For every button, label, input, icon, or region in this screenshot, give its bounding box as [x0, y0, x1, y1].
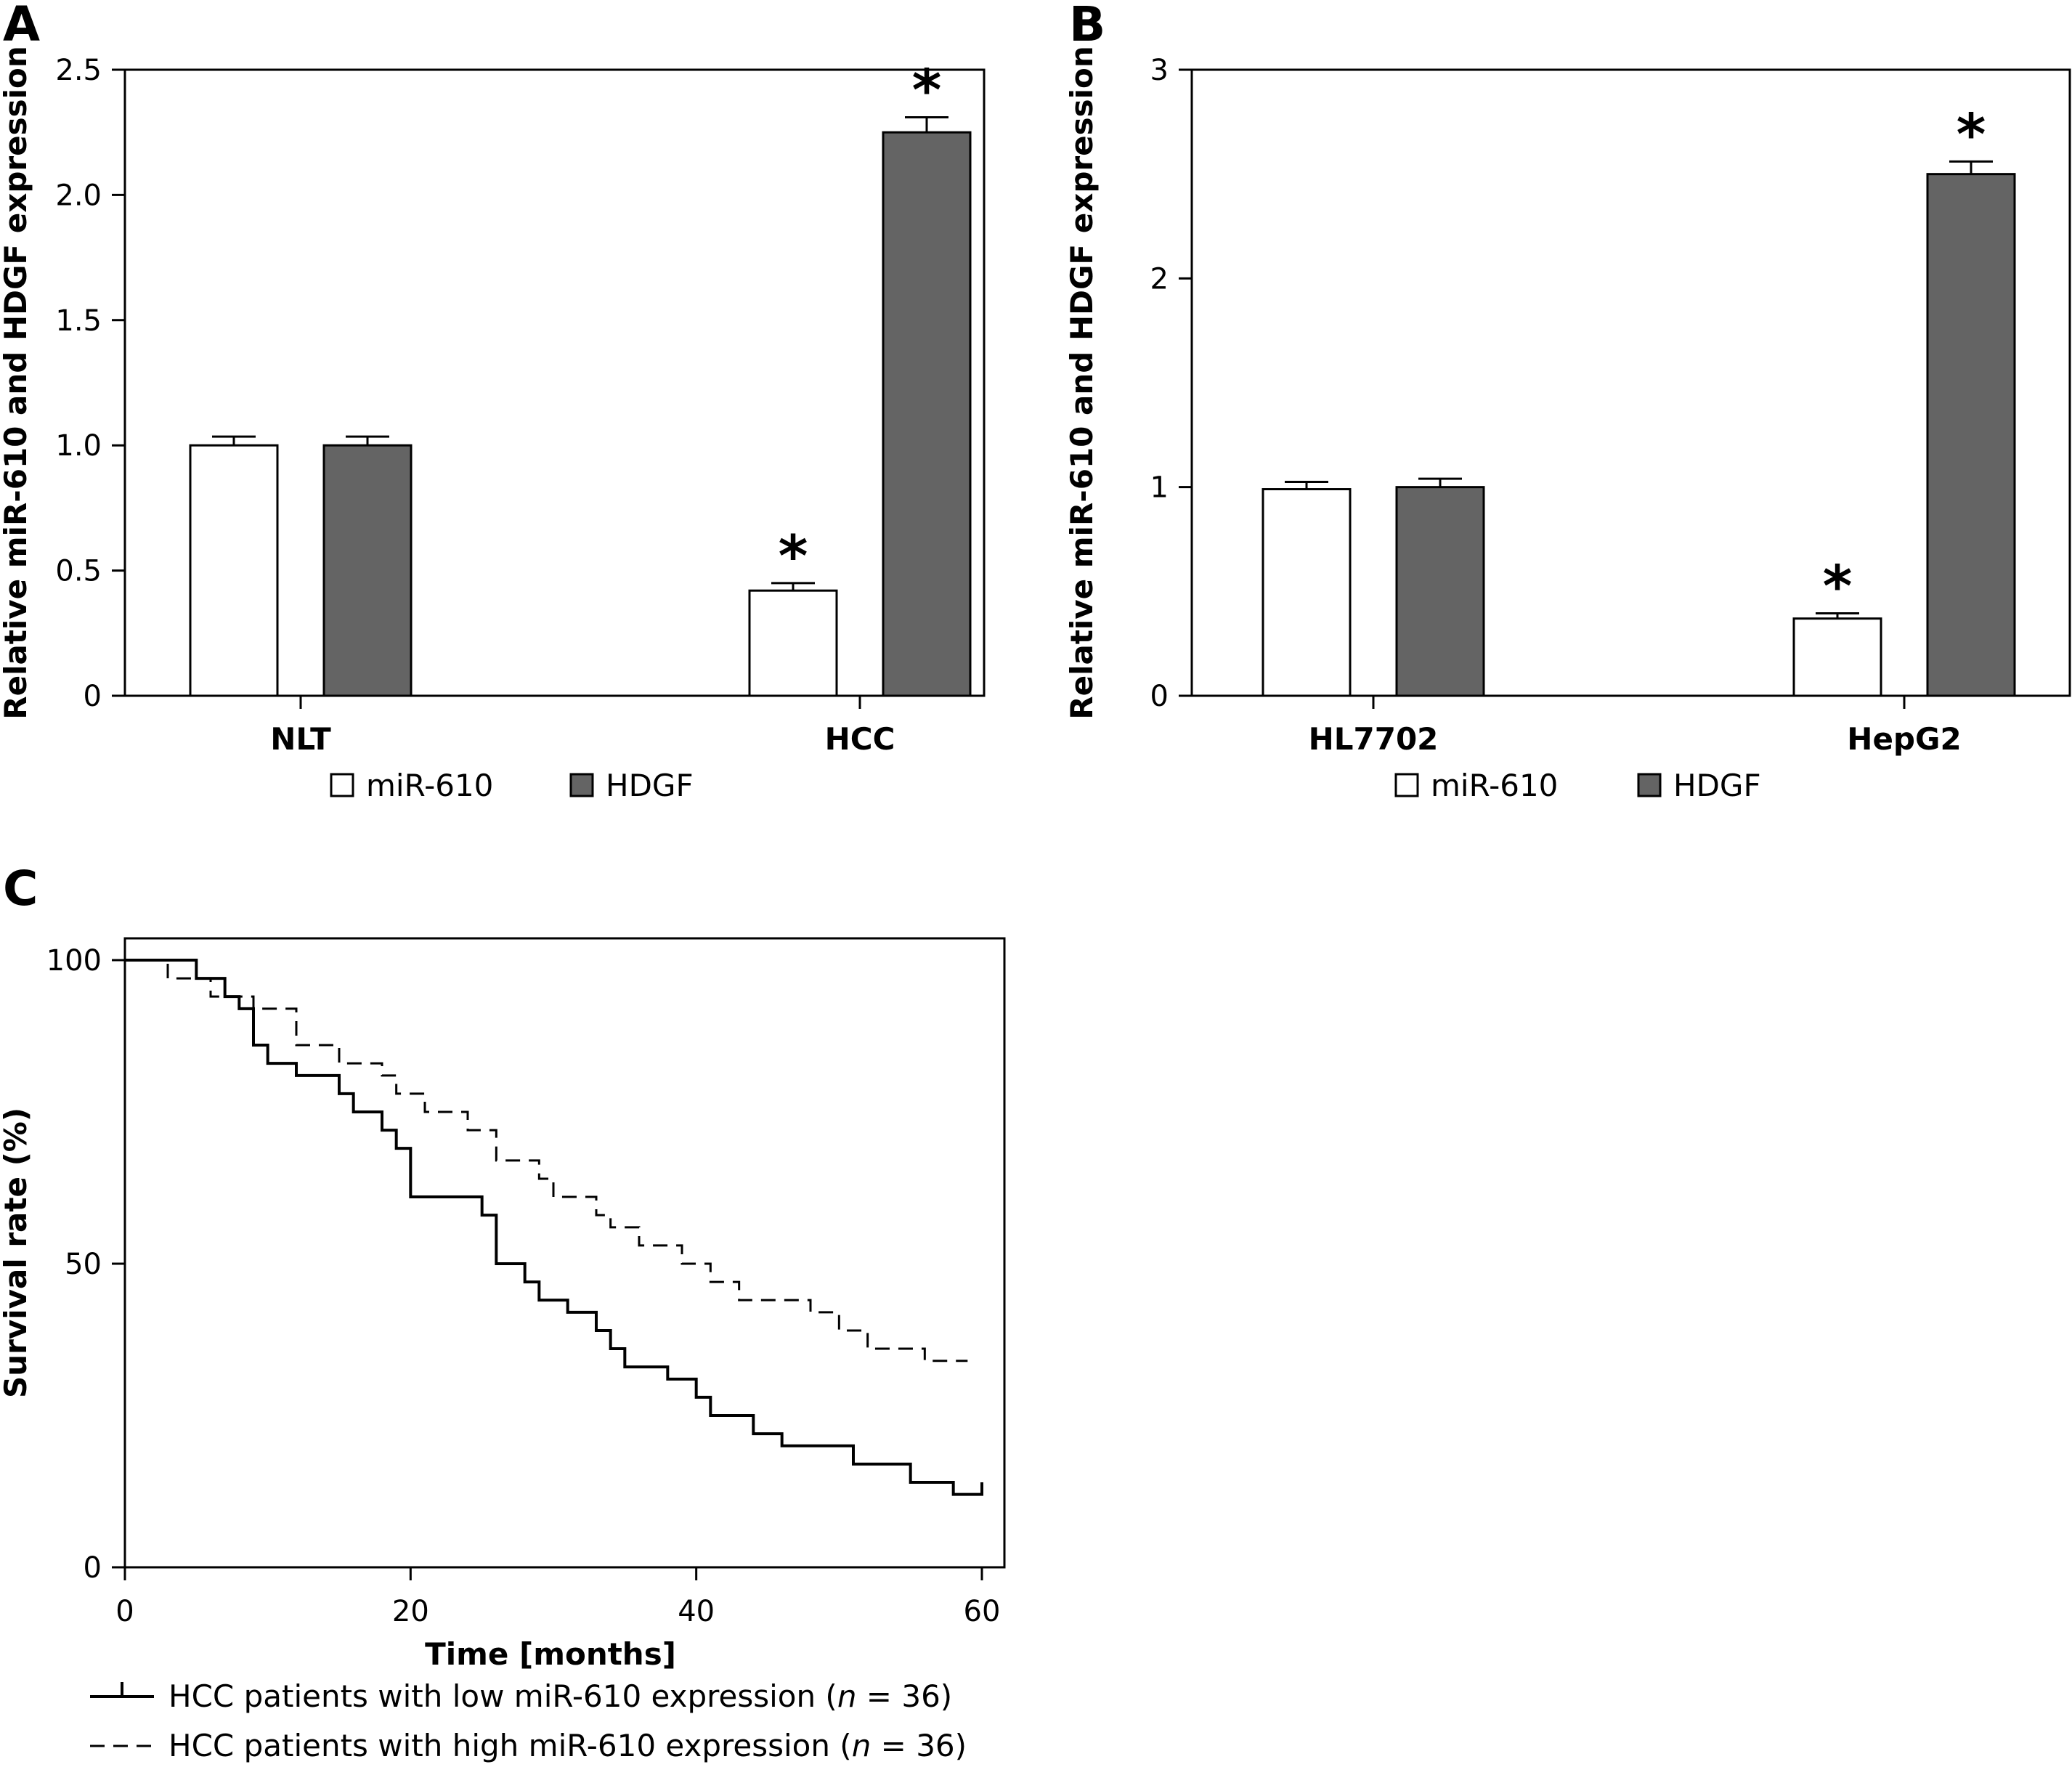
bar [882, 131, 972, 697]
x-axis-label: Time [months] [425, 1636, 676, 1672]
legend-swatch [569, 773, 594, 797]
y-tick-label: 2.0 [55, 179, 102, 212]
x-tick-label: 0 [115, 1595, 134, 1628]
x-tick-label: 40 [678, 1595, 715, 1628]
bar [322, 444, 413, 697]
y-tick-label: 0 [84, 1551, 102, 1585]
legend-swatch [1637, 773, 1662, 797]
y-tick-label: 1.5 [55, 304, 102, 338]
legend-label: miR-610 [366, 768, 493, 803]
legend-label: HDGF [1673, 768, 1761, 803]
bar [1926, 173, 2016, 697]
plot-frame [123, 68, 986, 697]
bar [1262, 488, 1352, 697]
panel-label: A [3, 0, 40, 52]
y-axis-label: Relative miR-610 and HDGF expression [0, 46, 33, 719]
legend-label-prefix: HCC patients with high miR-610 expressio… [168, 1728, 852, 1763]
x-tick-label: 60 [964, 1595, 1001, 1628]
survival-curve-high [125, 959, 968, 1362]
y-tick-label: 0 [84, 680, 102, 713]
significance-star: * [1823, 555, 1853, 620]
legend-label-suffix: = 36) [871, 1728, 967, 1763]
legend-label-n: n [837, 1678, 857, 1714]
bar [1792, 617, 1882, 697]
y-tick-label: 3 [1150, 54, 1169, 87]
y-axis-label: Survival rate (%) [0, 1108, 33, 1398]
y-tick-label: 2 [1150, 262, 1169, 296]
category-label: HCC [825, 721, 895, 757]
y-tick-label: 100 [46, 944, 102, 978]
panel-b-bar-chart: B 0 1 2 3 Relative miR-610 and HDGF expressio… [1064, 0, 2071, 803]
y-axis-label: Relative miR-610 and HDGF expression [1064, 46, 1100, 719]
panel-label: B [1069, 0, 1105, 52]
y-tick-label: 50 [65, 1248, 102, 1281]
category-label: HL7702 [1309, 721, 1439, 757]
panel-label: C [3, 861, 38, 917]
panel-c-survival-chart: C 0 50 100 0 20 40 60 Survival rate (%) Time [mon… [0, 861, 1006, 1763]
category-label: HepG2 [1847, 721, 1961, 757]
bar [1395, 486, 1485, 697]
legend-swatch [330, 773, 354, 797]
bar [189, 444, 279, 697]
significance-star: * [912, 59, 942, 124]
plot-frame [123, 937, 1006, 1569]
plot-frame [1190, 68, 2071, 697]
y-tick-label: 0 [1150, 680, 1169, 713]
legend-label: HCC patients with high miR-610 expressio… [168, 1728, 967, 1763]
legend-swatch [1394, 773, 1419, 797]
y-tick-label: 1.0 [55, 429, 102, 463]
bar [748, 589, 838, 697]
significance-star: * [779, 524, 808, 590]
panel-a-bar-chart: A 0 0.5 1.0 1.5 2.0 2.5 Relative miR-610 and HD… [0, 0, 986, 803]
legend-label-prefix: HCC patients with low miR-610 expression… [168, 1678, 837, 1714]
survival-curve-low [125, 959, 983, 1496]
x-tick-label: 20 [392, 1595, 429, 1628]
legend-label-suffix: = 36) [856, 1678, 952, 1714]
legend-label-n: n [852, 1728, 872, 1763]
significance-star: * [1957, 102, 1986, 168]
y-tick-label: 0.5 [55, 555, 102, 588]
legend-label: HCC patients with low miR-610 expression… [168, 1678, 952, 1714]
y-tick-label: 1 [1150, 471, 1169, 505]
legend-label: HDGF [606, 768, 694, 803]
legend-label: miR-610 [1431, 768, 1558, 803]
category-label: NLT [270, 721, 331, 757]
y-tick-label: 2.5 [55, 54, 102, 87]
